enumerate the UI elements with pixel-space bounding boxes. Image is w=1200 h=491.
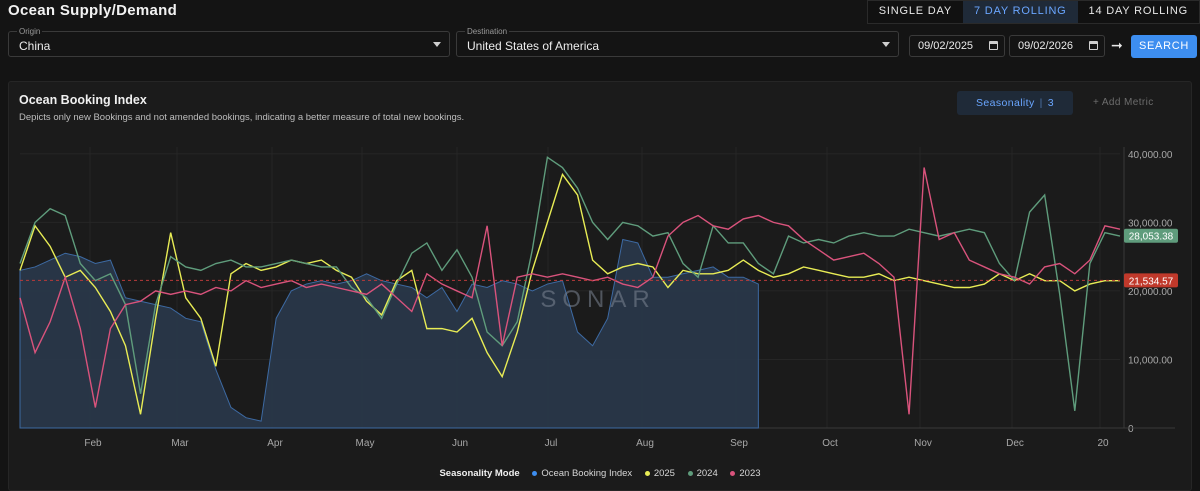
panel-description: Depicts only new Bookings and not amende… <box>19 112 465 123</box>
date-from-value: 09/02/2025 <box>918 40 974 52</box>
legend-item-2025[interactable]: 2025 <box>644 468 675 479</box>
add-metric-button[interactable]: + Add Metric <box>1093 97 1154 108</box>
x-tick-label: Jun <box>452 438 468 449</box>
series-line-2025 <box>19 172 1120 415</box>
calendar-icon[interactable] <box>989 41 998 50</box>
search-button[interactable]: SEARCH <box>1131 35 1197 58</box>
date-from-input[interactable]: 09/02/2025 <box>909 35 1005 57</box>
destination-select[interactable]: Destination United States of America <box>456 27 899 57</box>
seasonality-label: Seasonality <box>975 97 1035 109</box>
y-tick-label: 30,000.00 <box>1128 218 1173 229</box>
booking-index-chart[interactable]: Feb Mar Apr May Jun Jul Aug Sep Oct Nov Dec 20 0 10,0… <box>0 135 1200 455</box>
value-label-bg <box>1124 273 1178 288</box>
x-tick-label: Dec <box>1006 438 1024 449</box>
mode-7-day-rolling[interactable]: 7 DAY ROLLING <box>963 1 1078 23</box>
sonar-watermark: SONAR <box>540 286 655 313</box>
origin-select[interactable]: Origin China <box>8 27 450 57</box>
legend-title: Seasonality Mode <box>439 468 520 479</box>
legend-dot-icon <box>730 470 736 476</box>
chevron-down-icon <box>882 42 890 47</box>
legend-dot-icon <box>532 470 538 476</box>
series-line-2023 <box>19 167 1121 415</box>
x-tick-label: Feb <box>84 438 102 449</box>
series-line-2024 <box>19 156 1121 411</box>
arrow-right-icon: ➞ <box>1111 37 1123 53</box>
legend-item-2024[interactable]: 2024 <box>687 468 718 479</box>
x-tick-label: May <box>356 438 375 449</box>
chevron-down-icon <box>433 42 441 47</box>
origin-value: China <box>19 39 51 53</box>
x-tick-label: Sep <box>730 438 748 449</box>
mode-single-day[interactable]: SINGLE DAY <box>867 1 964 23</box>
seasonality-count: 3 <box>1047 97 1055 109</box>
mode-selector: SINGLE DAY 7 DAY ROLLING 14 DAY ROLLING <box>866 0 1200 24</box>
y-tick-label: 0 <box>1128 424 1134 435</box>
x-tick-label: Jul <box>545 438 558 449</box>
y-tick-label: 40,000.00 <box>1128 150 1173 161</box>
origin-label: Origin <box>17 27 43 36</box>
x-tick-label: Oct <box>822 438 838 449</box>
legend-dot-icon <box>687 470 693 476</box>
x-tick-label: Mar <box>171 438 189 449</box>
y-tick-label: 10,000.00 <box>1128 355 1173 366</box>
value-label: 21,534.57 <box>1129 276 1174 287</box>
value-label: 28,053.38 <box>1129 232 1174 243</box>
mode-14-day-rolling[interactable]: 14 DAY ROLLING <box>1077 1 1199 23</box>
legend-item-ocean-booking-index[interactable]: Ocean Booking Index <box>532 468 632 479</box>
y-tick-label: 20,000.00 <box>1128 287 1173 298</box>
x-tick-label: Aug <box>636 438 654 449</box>
top-bar: Ocean Supply/Demand SINGLE DAY 7 DAY ROL… <box>0 0 1200 24</box>
x-tick-label: 20 <box>1097 438 1109 449</box>
date-to-value: 09/02/2026 <box>1018 40 1074 52</box>
destination-label: Destination <box>465 27 510 36</box>
app-title: Ocean Supply/Demand <box>8 2 178 19</box>
panel-title: Ocean Booking Index <box>19 93 147 107</box>
destination-value: United States of America <box>467 39 600 53</box>
calendar-icon[interactable] <box>1089 41 1098 50</box>
date-to-input[interactable]: 09/02/2026 <box>1009 35 1105 57</box>
legend-item-2023[interactable]: 2023 <box>730 468 761 479</box>
seasonality-button[interactable]: Seasonality | 3 <box>957 91 1073 115</box>
chart-legend: Seasonality Mode Ocean Booking Index 202… <box>0 468 1200 479</box>
x-tick-label: Nov <box>914 438 932 449</box>
value-label-bg <box>1124 228 1178 243</box>
x-tick-label: Apr <box>267 438 283 449</box>
legend-dot-icon <box>644 470 650 476</box>
